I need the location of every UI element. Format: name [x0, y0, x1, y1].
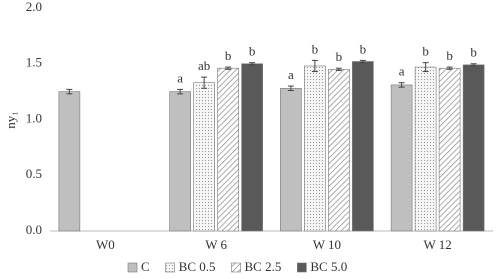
legend-swatch — [231, 262, 241, 273]
y-tick-label: 2.0 — [26, 0, 42, 14]
x-tick-label: W 10 — [313, 237, 341, 252]
error-bar — [335, 67, 342, 71]
bar — [328, 69, 350, 232]
legend-swatch — [165, 262, 175, 273]
bar — [169, 91, 191, 232]
y-tick-label: 0.0 — [26, 222, 42, 237]
error-bar — [359, 59, 366, 64]
legend-label: BC 5.0 — [310, 259, 347, 274]
error-bar — [311, 59, 318, 73]
y-tick-label: 1.5 — [26, 55, 42, 70]
bar — [304, 65, 326, 232]
legend-swatch — [127, 262, 138, 273]
significance-label: a — [288, 67, 294, 82]
error-bar — [177, 88, 184, 95]
significance-label: b — [422, 44, 429, 59]
y-axis-label: ny₁ — [3, 111, 18, 129]
significance-label: a — [177, 70, 183, 85]
legend-label: BC 2.5 — [245, 259, 282, 274]
significance-label: b — [446, 48, 453, 63]
error-bar — [446, 66, 453, 70]
significance-label: b — [312, 41, 319, 56]
bar — [352, 61, 374, 232]
error-bar — [201, 76, 208, 89]
bar — [414, 66, 437, 232]
bar — [280, 87, 302, 232]
legend-label: C — [141, 259, 150, 274]
bar — [462, 64, 485, 232]
significance-label: b — [336, 49, 343, 64]
legend-label: BC 0.5 — [179, 259, 216, 274]
bar — [58, 91, 81, 232]
legend-swatch — [297, 262, 307, 273]
error-bar — [398, 82, 405, 88]
significance-label: a — [399, 64, 405, 79]
bar — [217, 67, 239, 232]
x-tick-label: W0 — [96, 237, 115, 252]
significance-label: b — [249, 44, 256, 59]
bar — [241, 63, 263, 232]
x-tick-label: W 12 — [423, 237, 451, 252]
significance-label: b — [225, 48, 232, 63]
error-bar — [287, 85, 294, 92]
error-bar — [225, 66, 232, 70]
bar — [438, 67, 461, 232]
error-bar — [470, 63, 477, 67]
y-tick-label: 1.0 — [26, 110, 42, 125]
bar — [390, 84, 413, 232]
error-bar — [422, 62, 429, 73]
significance-label: ab — [198, 58, 210, 73]
error-bar — [66, 88, 73, 95]
y-tick-label: 0.5 — [26, 166, 42, 181]
significance-label: b — [360, 41, 367, 56]
bar — [193, 82, 215, 232]
significance-label: b — [470, 45, 477, 60]
x-tick-label: W 6 — [205, 237, 227, 252]
error-bar — [249, 62, 256, 66]
